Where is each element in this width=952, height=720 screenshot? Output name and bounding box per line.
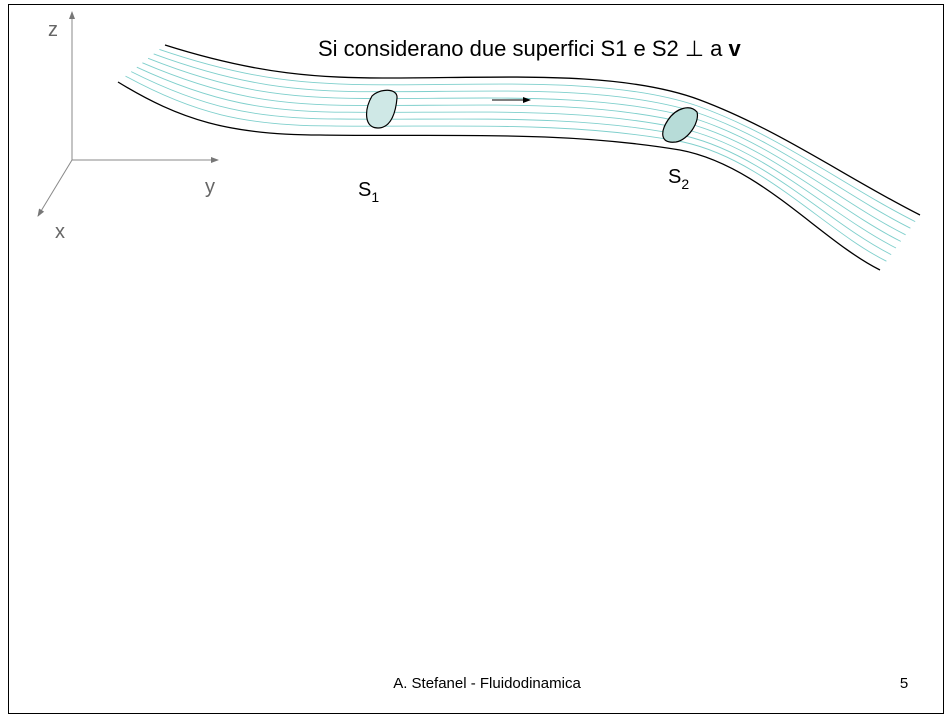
label-sub: 1 <box>371 189 379 205</box>
axis-label: z <box>48 19 58 41</box>
title-text: Si considerano due superfici S1 e S2 ⊥ a <box>318 36 723 61</box>
label-letter: S <box>358 179 371 201</box>
page-number: 5 <box>900 675 908 692</box>
page: z y x Si considerano due superfici S1 e … <box>0 0 952 720</box>
label-sub: 2 <box>681 176 689 192</box>
label-letter: S <box>668 166 681 188</box>
axis-label: y <box>205 176 215 198</box>
title-bold: v <box>729 36 742 61</box>
slide: z y x Si considerano due superfici S1 e … <box>0 0 952 720</box>
footer: A. Stefanel - Fluidodinamica <box>393 675 581 692</box>
slide-title: Si considerano due superfici S1 e S2 ⊥ a… <box>318 36 742 61</box>
axis-label: x <box>55 221 65 243</box>
slide-border <box>9 5 944 714</box>
